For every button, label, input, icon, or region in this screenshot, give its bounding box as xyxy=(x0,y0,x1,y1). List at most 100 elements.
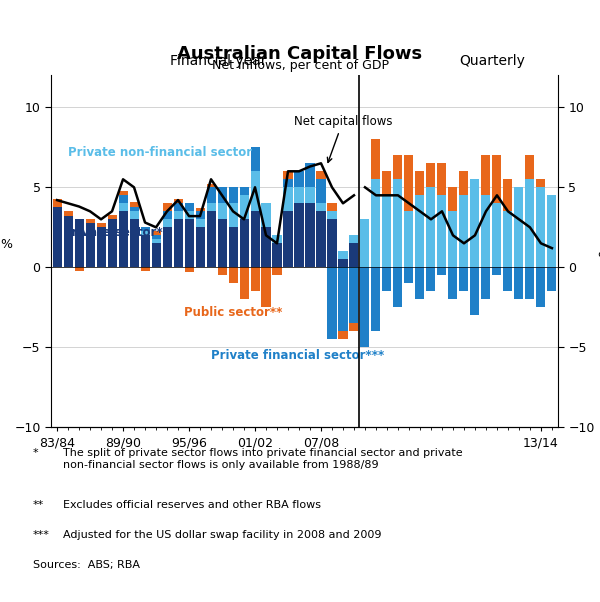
Text: ***: *** xyxy=(33,530,50,540)
Bar xyxy=(173,199,182,203)
Text: Private non-financial sector: Private non-financial sector xyxy=(68,146,252,158)
Bar xyxy=(371,267,380,331)
Bar xyxy=(448,211,457,267)
Text: Net inflows, per cent of GDP: Net inflows, per cent of GDP xyxy=(212,59,389,72)
Bar xyxy=(427,187,436,267)
Bar xyxy=(503,267,512,291)
Bar xyxy=(316,179,326,203)
Bar xyxy=(437,163,446,195)
Bar xyxy=(140,231,149,235)
Bar xyxy=(338,252,347,259)
Bar xyxy=(316,172,326,179)
Bar xyxy=(394,179,403,267)
Bar xyxy=(86,219,95,223)
Bar xyxy=(470,179,479,267)
Bar xyxy=(415,195,424,267)
Bar xyxy=(316,211,326,267)
Bar xyxy=(196,211,205,219)
Bar xyxy=(239,187,248,195)
Bar xyxy=(514,267,523,299)
Bar xyxy=(97,228,106,267)
Bar xyxy=(295,172,304,187)
Text: Sources:  ABS; RBA: Sources: ABS; RBA xyxy=(33,560,140,570)
Bar xyxy=(119,190,128,195)
Bar xyxy=(349,267,358,323)
Bar xyxy=(460,195,469,267)
Bar xyxy=(328,267,337,340)
Bar xyxy=(272,267,281,275)
Bar xyxy=(493,267,502,275)
Bar xyxy=(305,203,314,267)
Bar xyxy=(251,267,260,291)
Bar xyxy=(514,187,523,267)
Bar xyxy=(74,219,83,267)
Bar xyxy=(196,208,205,211)
Bar xyxy=(152,231,161,235)
Bar xyxy=(328,203,337,211)
Bar xyxy=(229,228,238,267)
Bar xyxy=(229,267,238,284)
Text: The split of private sector flows into private financial sector and private
non-: The split of private sector flows into p… xyxy=(63,448,463,470)
Bar xyxy=(470,267,479,315)
Y-axis label: %: % xyxy=(0,238,12,252)
Bar xyxy=(163,219,172,228)
Bar xyxy=(493,155,502,203)
Text: Quarterly: Quarterly xyxy=(459,54,525,68)
Bar xyxy=(536,179,545,187)
Bar xyxy=(163,203,172,211)
Bar xyxy=(295,203,304,267)
Bar xyxy=(262,267,271,308)
Bar xyxy=(295,187,304,203)
Bar xyxy=(349,235,358,243)
Bar xyxy=(239,267,248,299)
Bar xyxy=(130,206,139,211)
Bar xyxy=(262,203,271,228)
Text: *: * xyxy=(33,448,38,459)
Bar xyxy=(262,228,271,267)
Bar xyxy=(173,203,182,211)
Bar xyxy=(526,155,535,179)
Bar xyxy=(97,223,106,228)
Bar xyxy=(218,187,227,203)
Bar xyxy=(404,211,413,267)
Bar xyxy=(328,219,337,267)
Bar xyxy=(229,187,238,203)
Bar xyxy=(185,203,194,211)
Bar xyxy=(53,199,62,206)
Bar xyxy=(427,267,436,291)
Bar xyxy=(503,179,512,211)
Bar xyxy=(119,211,128,267)
Text: Financial year: Financial year xyxy=(170,54,266,68)
Bar xyxy=(536,267,545,308)
Bar xyxy=(152,243,161,267)
Text: **: ** xyxy=(33,500,44,510)
Bar xyxy=(206,203,215,211)
Bar xyxy=(206,211,215,267)
Bar xyxy=(404,155,413,211)
Bar xyxy=(415,267,424,299)
Bar xyxy=(185,219,194,267)
Bar xyxy=(239,219,248,267)
Text: Excludes official reserves and other RBA flows: Excludes official reserves and other RBA… xyxy=(63,500,321,510)
Bar xyxy=(272,243,281,267)
Bar xyxy=(547,267,556,291)
Bar xyxy=(53,206,62,267)
Bar xyxy=(185,267,194,272)
Y-axis label: %: % xyxy=(597,252,600,264)
Bar xyxy=(272,235,281,243)
Bar xyxy=(547,195,556,267)
Bar xyxy=(361,219,370,267)
Bar xyxy=(107,214,116,219)
Bar xyxy=(338,331,347,340)
Bar xyxy=(130,219,139,267)
Bar xyxy=(394,155,403,179)
Bar xyxy=(448,267,457,299)
Bar xyxy=(316,203,326,211)
Text: Australian Capital Flows: Australian Capital Flows xyxy=(178,45,422,63)
Bar xyxy=(481,195,490,267)
Bar xyxy=(218,267,227,275)
Text: Private financial sector***: Private financial sector*** xyxy=(211,349,384,362)
Bar xyxy=(394,267,403,308)
Bar xyxy=(382,172,391,195)
Bar xyxy=(448,187,457,211)
